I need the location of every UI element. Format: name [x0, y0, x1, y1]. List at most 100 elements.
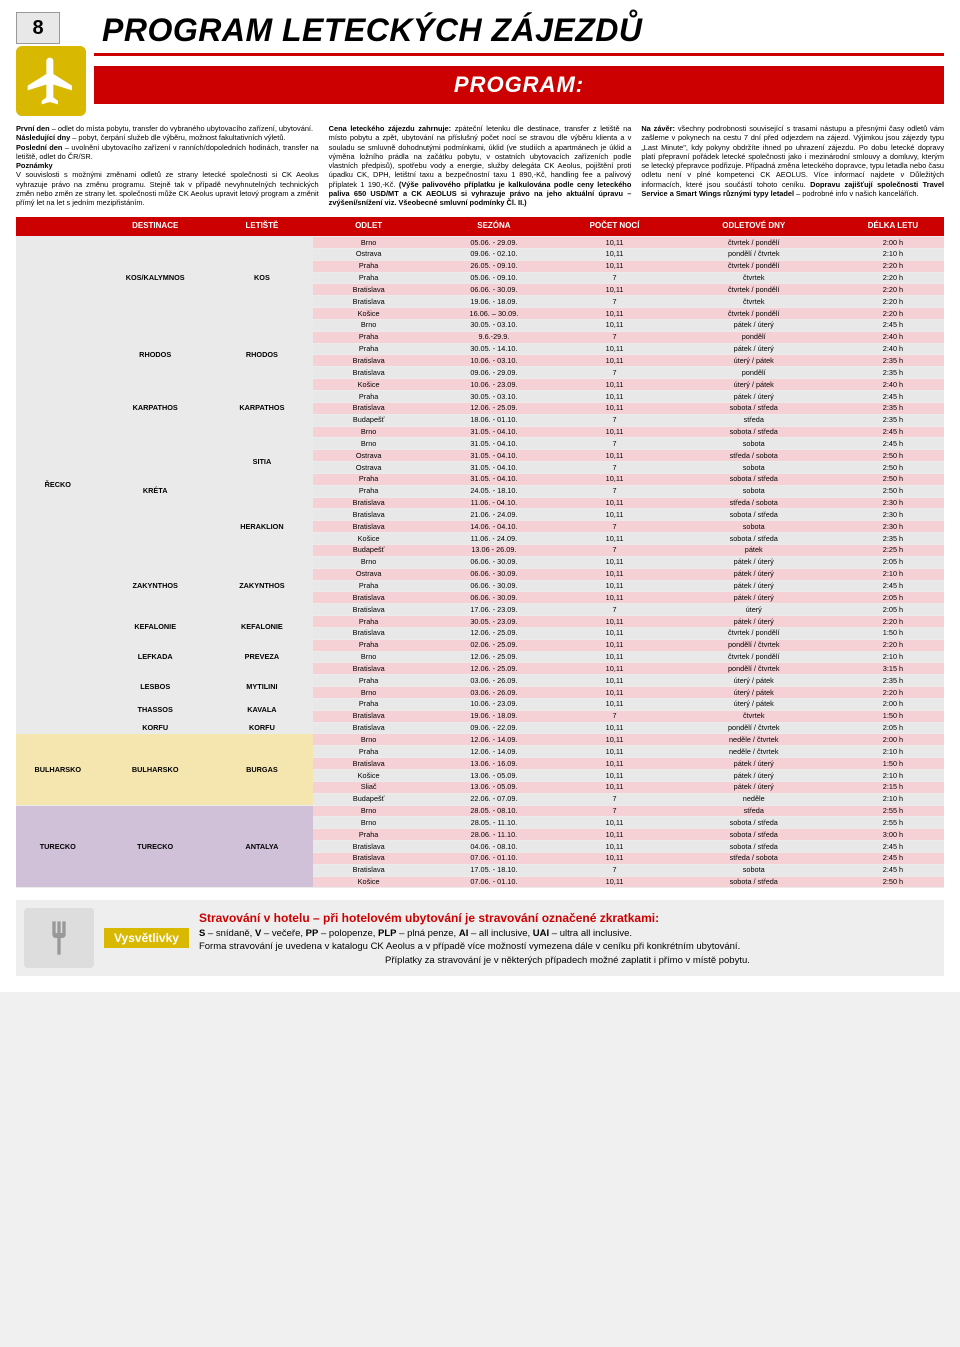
table-cell: pátek / úterý — [666, 568, 842, 580]
table-cell: Praha — [313, 473, 424, 485]
table-cell: 10,11 — [564, 687, 666, 699]
table-cell: 19.06. - 18.09. — [424, 710, 563, 722]
table-cell: 10,11 — [564, 533, 666, 545]
table-cell: 2:55 h — [842, 817, 944, 829]
table-cell: 2:10 h — [842, 651, 944, 663]
table-cell: 7 — [564, 438, 666, 450]
table-cell: 13.06. - 05.09. — [424, 770, 563, 782]
table-cell: 3:00 h — [842, 829, 944, 841]
table-cell: pátek / úterý — [666, 592, 842, 604]
table-cell: pondělí — [666, 331, 842, 343]
table-cell: 06.06. - 30.09. — [424, 592, 563, 604]
table-cell: čtvrtek / pondělí — [666, 308, 842, 320]
table-cell: Bratislava — [313, 604, 424, 616]
table-cell: pátek / úterý — [666, 391, 842, 403]
table-cell: Brno — [313, 556, 424, 568]
table-cell: 10,11 — [564, 698, 666, 710]
table-cell: 2:45 h — [842, 864, 944, 876]
table-cell: 10,11 — [564, 758, 666, 770]
table-cell: Bratislava — [313, 627, 424, 639]
table-cell: Brno — [313, 319, 424, 331]
table-cell: 2:20 h — [842, 308, 944, 320]
table-cell: čtvrtek — [666, 710, 842, 722]
airport-cell: SITIA — [211, 426, 313, 497]
table-cell: 7 — [564, 710, 666, 722]
table-cell: 10.06. - 23.09. — [424, 379, 563, 391]
table-cell: Brno — [313, 651, 424, 663]
table-cell: Praha — [313, 343, 424, 355]
dining-icon — [24, 908, 94, 968]
table-cell: 2:45 h — [842, 438, 944, 450]
legend-line3: Forma stravování je uvedena v katalogu C… — [199, 940, 936, 953]
table-cell: pátek / úterý — [666, 616, 842, 628]
airport-cell: MYTILINI — [211, 675, 313, 699]
table-cell: 13.06 - 26.09. — [424, 544, 563, 556]
table-cell: Košice — [313, 533, 424, 545]
table-cell: 10,11 — [564, 473, 666, 485]
table-cell: 7 — [564, 485, 666, 497]
table-cell: 10,11 — [564, 627, 666, 639]
table-cell: 10,11 — [564, 355, 666, 367]
table-cell: pátek / úterý — [666, 770, 842, 782]
table-cell: Košice — [313, 308, 424, 320]
table-cell: sobota / středa — [666, 426, 842, 438]
table-cell: Bratislava — [313, 592, 424, 604]
airport-cell: BURGAS — [211, 734, 313, 805]
table-cell: Brno — [313, 805, 424, 817]
table-cell: Praha — [313, 746, 424, 758]
table-cell: Praha — [313, 639, 424, 651]
table-cell: 12.06. - 25.09. — [424, 402, 563, 414]
table-cell: 2:35 h — [842, 533, 944, 545]
table-cell: Praha — [313, 260, 424, 272]
airport-cell: KOS — [211, 237, 313, 320]
table-cell: 2:00 h — [842, 698, 944, 710]
table-cell: 7 — [564, 296, 666, 308]
table-cell: 10,11 — [564, 568, 666, 580]
table-cell: Bratislava — [313, 284, 424, 296]
table-cell: 31.05. - 04.10. — [424, 462, 563, 474]
table-cell: 31.05. - 04.10. — [424, 438, 563, 450]
table-cell: čtvrtek / pondělí — [666, 237, 842, 249]
text-col-3: Na závěr: všechny podrobnosti souvisejíc… — [641, 124, 944, 207]
table-cell: 2:05 h — [842, 722, 944, 734]
table-cell: 2:10 h — [842, 770, 944, 782]
table-cell: Praha — [313, 675, 424, 687]
table-cell: 10,11 — [564, 734, 666, 746]
table-cell: čtvrtek / pondělí — [666, 284, 842, 296]
table-cell: sobota / středa — [666, 841, 842, 853]
table-cell: pátek — [666, 544, 842, 556]
destination-cell: TURECKO — [100, 805, 211, 888]
table-cell: 07.06. - 01.10. — [424, 876, 563, 888]
table-cell: Ostrava — [313, 568, 424, 580]
table-cell: Brno — [313, 237, 424, 249]
table-cell: 10,11 — [564, 284, 666, 296]
table-header: ODLETOVÉ DNY — [666, 217, 842, 236]
table-cell: 09.06. - 29.09. — [424, 367, 563, 379]
airport-cell: HERAKLION — [211, 497, 313, 556]
table-cell: 24.05. - 18.10. — [424, 485, 563, 497]
legend-line2: S – snídaně, V – večeře, PP – polopenze,… — [199, 927, 936, 940]
table-cell: středa / sobota — [666, 450, 842, 462]
table-cell: 2:20 h — [842, 260, 944, 272]
table-cell: 21.06. - 24.09. — [424, 509, 563, 521]
table-cell: 7 — [564, 604, 666, 616]
table-cell: 2:20 h — [842, 639, 944, 651]
table-cell: Bratislava — [313, 852, 424, 864]
text-col-2: Cena leteckého zájezdu zahrnuje: zpátečn… — [329, 124, 632, 207]
table-cell: Praha — [313, 698, 424, 710]
table-cell: 2:05 h — [842, 604, 944, 616]
table-cell: 2:45 h — [842, 580, 944, 592]
table-cell: 10,11 — [564, 379, 666, 391]
table-cell: Bratislava — [313, 509, 424, 521]
text-col-1: První den – odlet do místa pobytu, trans… — [16, 124, 319, 207]
table-cell: sobota — [666, 864, 842, 876]
table-cell: 09.06. - 02.10. — [424, 248, 563, 260]
table-cell: pátek / úterý — [666, 556, 842, 568]
table-cell: 1:50 h — [842, 627, 944, 639]
table-cell: Sliač — [313, 781, 424, 793]
table-cell: Brno — [313, 687, 424, 699]
destination-cell: LESBOS — [100, 675, 211, 699]
country-cell: TURECKO — [16, 805, 100, 888]
table-cell: Košice — [313, 876, 424, 888]
table-cell: 2:35 h — [842, 675, 944, 687]
